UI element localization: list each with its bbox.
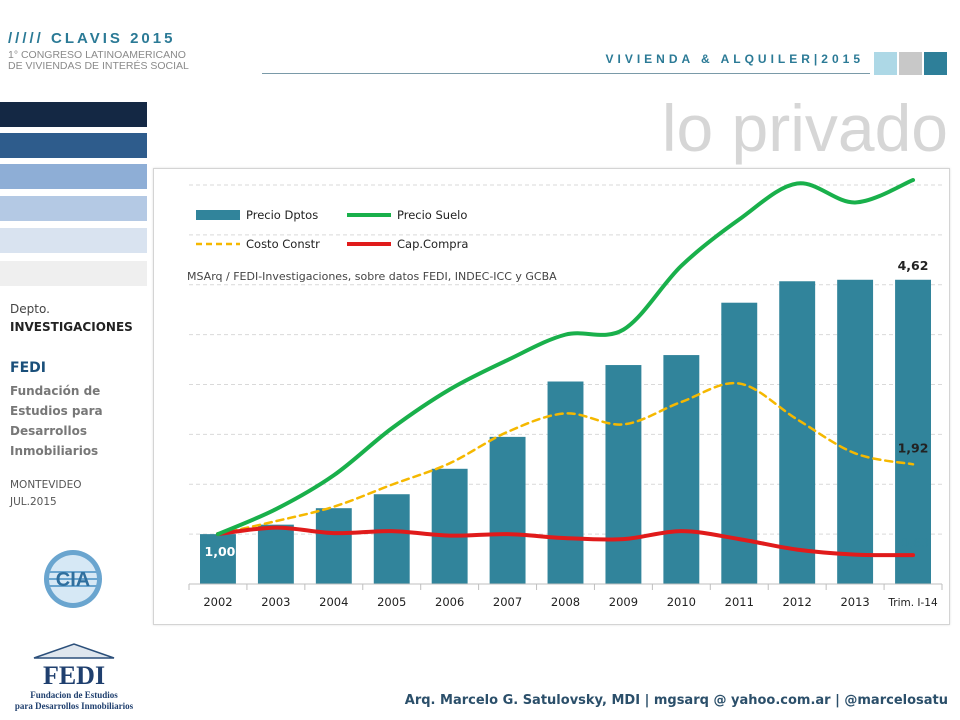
x-tick-label: 2008 <box>551 595 580 609</box>
x-tick-label: 2012 <box>783 595 812 609</box>
bar <box>663 355 700 584</box>
x-tick-label: 2013 <box>840 595 869 609</box>
fedi-logo-text: FEDI <box>43 661 105 690</box>
bar <box>837 279 874 584</box>
x-tick-label: 2005 <box>377 595 406 609</box>
line-series <box>215 178 916 558</box>
legend-label: Precio Dptos <box>246 208 318 222</box>
sidebar-stripe <box>0 133 147 158</box>
bar-series <box>200 279 931 584</box>
presentation-date: JUL.2015 <box>10 496 57 508</box>
bar <box>431 468 468 584</box>
x-axis: 2002 2003 2004 2005 2006 2007 2008 2009 2010 2011… <box>188 583 943 609</box>
bar <box>257 524 294 584</box>
sidebar-stripe <box>0 102 147 127</box>
bar <box>547 381 584 584</box>
header-square-teal <box>924 52 947 75</box>
data-label: 1,92 <box>898 440 929 455</box>
cia-logo-text: CIA <box>56 569 90 591</box>
bar <box>489 436 526 584</box>
header-square-gray <box>899 52 922 75</box>
x-tick-label: 2006 <box>435 595 464 609</box>
cia-logo: CIA <box>44 550 102 608</box>
legend-swatch <box>196 210 240 220</box>
fedi-logo-line2: para Desarrollos Inmobiliarios <box>15 701 134 711</box>
dept-name: INVESTIGACIONES <box>10 320 133 334</box>
header-square-light-blue <box>874 52 897 75</box>
brand-subtitle-line1: 1° CONGRESO LATINOAMERICANO <box>8 49 186 61</box>
fedi-logo-line1: Fundacion de Estudios <box>30 690 118 700</box>
fedi-logo: FEDI Fundacion de Estudios para Desarrol… <box>15 643 134 711</box>
slide-title: lo privado <box>661 91 948 165</box>
header-divider <box>262 73 870 74</box>
bar <box>200 534 236 584</box>
chart-source-note: MSArq / FEDI-Investigaciones, sobre dato… <box>187 270 557 283</box>
chart-legend: Precio Dptos Precio Suelo Costo Constr Cap.… <box>196 208 468 251</box>
x-tick-label: 2010 <box>667 595 696 609</box>
sidebar-stripe <box>0 164 147 189</box>
bar <box>315 508 352 584</box>
brand-title: ///// CLAVIS 2015 <box>8 30 176 47</box>
legend-label: Cap.Compra <box>397 237 468 251</box>
cia-logo-lines <box>44 571 102 587</box>
x-tick-label: 2004 <box>319 595 348 609</box>
series-line <box>215 178 916 537</box>
legend-label: Costo Constr <box>246 237 320 251</box>
legend-label: Precio Suelo <box>397 208 467 222</box>
line-bar-chart: 2002 2003 2004 2005 2006 2007 2008 2009 2010 2011… <box>187 178 943 609</box>
x-tick-label: 2002 <box>203 595 232 609</box>
series-line <box>216 381 915 536</box>
footer-credit: Arq. Marcelo G. Satulovsky, MDI | mgsarq… <box>404 693 948 708</box>
brand-subtitle-line2: DE VIVIENDAS DE INTERÉS SOCIAL <box>8 60 189 72</box>
sidebar-stripe <box>0 196 147 221</box>
data-label: 1,00 <box>205 544 236 559</box>
sidebar-stripe <box>0 261 147 286</box>
org-name: Fundación de Estudios para Desarrollos I… <box>10 384 103 458</box>
bar <box>373 494 410 584</box>
x-tick-label: 2007 <box>493 595 522 609</box>
bar <box>895 279 931 584</box>
data-label: 0,63 <box>901 535 929 550</box>
chart-panel: 2002 2003 2004 2005 2006 2007 2008 2009 2010 2011… <box>153 168 950 625</box>
data-label: 4,62 <box>898 258 929 273</box>
bar <box>605 365 642 584</box>
fedi-logo-roof <box>33 643 115 659</box>
data-labels: 1,004,626,801,920,63 <box>205 258 929 559</box>
x-tick-label: Trim. I-14 <box>887 597 938 609</box>
bar <box>779 281 816 584</box>
org-acronym: FEDI <box>10 360 46 376</box>
topic-heading: VIVIENDA & ALQUILER|2015 <box>605 52 864 66</box>
x-tick-label: 2003 <box>261 595 290 609</box>
x-tick-label: 2011 <box>725 595 754 609</box>
series-line <box>215 525 916 558</box>
dept-label: Depto. <box>10 302 50 316</box>
sidebar-stripe <box>0 228 147 253</box>
x-tick-label: 2009 <box>609 595 638 609</box>
location: MONTEVIDEO <box>10 479 82 491</box>
